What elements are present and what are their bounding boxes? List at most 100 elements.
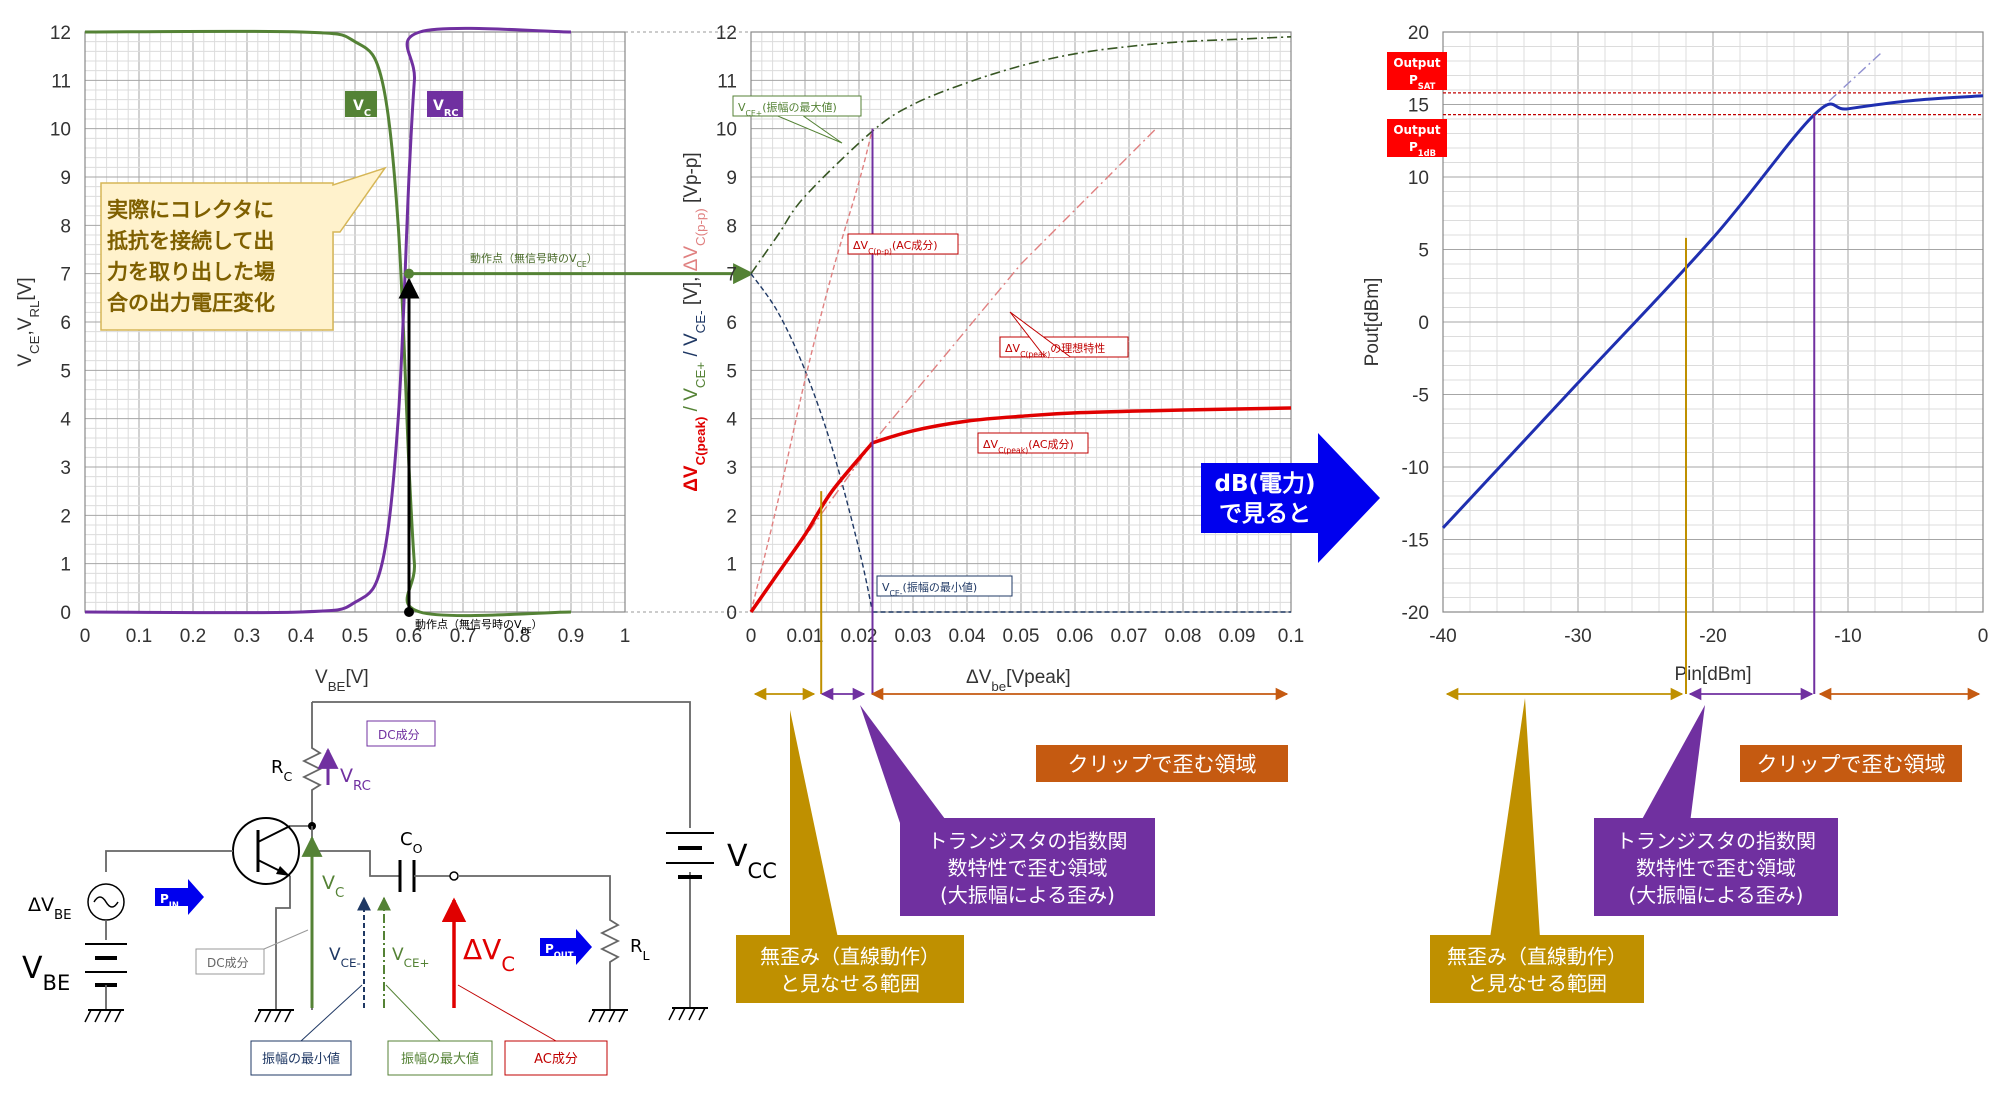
chart3-y-tick-label: -10 bbox=[1402, 458, 1429, 479]
arrow-label-line2: で見ると bbox=[1219, 501, 1311, 527]
chart1-y-tick-label: 6 bbox=[60, 313, 71, 334]
chart3-linear-label-text: と見なせる範囲 bbox=[1467, 972, 1607, 996]
chart1-frame bbox=[84, 31, 626, 613]
chart1-x-tick-label: 0 bbox=[80, 626, 91, 647]
chart3-hline-label-top-0: Output bbox=[1393, 56, 1441, 70]
chart3-x-tick-label: -40 bbox=[1429, 626, 1456, 647]
chart1-y-axis-label: VCE,VRL[V] bbox=[15, 277, 42, 366]
chart2-series-dvc-peak-a bbox=[749, 441, 874, 614]
chart2-exp-label-text: (大振幅による歪み) bbox=[940, 883, 1115, 907]
chart2-exp-pointer bbox=[860, 705, 948, 823]
chart2-series-dvc-peak-b bbox=[872, 406, 1292, 445]
chart2-x-tick-label: 0.06 bbox=[1057, 626, 1094, 647]
ground-2-hatch bbox=[588, 1009, 596, 1023]
chart3-hline-label-top-1: Output bbox=[1393, 123, 1441, 137]
label-dvc: ΔVC bbox=[463, 933, 515, 976]
chart2-x-tick-label: 0.09 bbox=[1219, 626, 1256, 647]
resistor-rl bbox=[599, 912, 621, 1010]
chart2-linear-label-box bbox=[736, 935, 964, 1003]
chart3-clip-label-text: クリップで歪む領域 bbox=[1757, 753, 1946, 777]
chart1-y-tick-label: 0 bbox=[60, 603, 71, 624]
tag-max-pointer bbox=[385, 984, 441, 1042]
chart2-clip-label-text: クリップで歪む領域 bbox=[1068, 753, 1257, 777]
chart2-y-tick-label: 10 bbox=[716, 120, 737, 141]
chart2-y-axis-label: ΔVC(peak) / VCE+ / VCE- [V], ΔVC(p-p) [V… bbox=[681, 152, 708, 491]
label-vbe: VBE bbox=[22, 951, 70, 995]
chart2-exp-label-box bbox=[900, 818, 1155, 916]
chart3-hline-label-box-1 bbox=[1387, 119, 1447, 157]
ground-1-hatch bbox=[254, 1009, 262, 1023]
label-vc: VC bbox=[322, 872, 344, 901]
chart1-legend-vc-label: VC bbox=[353, 98, 371, 119]
ground-0-hatch bbox=[84, 1009, 92, 1023]
ground-3-hatch bbox=[698, 1007, 706, 1021]
transistor-collector bbox=[257, 825, 291, 843]
chart2-label-dvc-ideal-text: ΔVC(peak)の理想特性 bbox=[1005, 341, 1105, 359]
ground-0-hatch bbox=[104, 1009, 112, 1023]
chart1-callout-box bbox=[100, 166, 387, 331]
chart1-x-tick-label: 0.3 bbox=[234, 626, 260, 647]
chart1-legend-vc-box bbox=[345, 91, 377, 117]
tag-min-pointer bbox=[300, 984, 363, 1042]
chart1-y-tick-label: 12 bbox=[50, 23, 71, 44]
chart2-x-tick-label: 0.1 bbox=[1278, 626, 1304, 647]
ground-2-hatch bbox=[618, 1009, 626, 1023]
chart3-exp-label-text: (大振幅による歪み) bbox=[1628, 883, 1803, 907]
chart2-linear-label-text: 無歪み（直線動作） bbox=[760, 945, 940, 969]
chart2-x-tick-label: 0.01 bbox=[787, 626, 824, 647]
chart2-label-vce-min-text: VCE-(振幅の最小値) bbox=[882, 580, 977, 598]
chart2-label-vce-min-box bbox=[876, 575, 1013, 597]
chart3-clip-label-box bbox=[1740, 745, 1962, 782]
chart2-series-dvc-pp bbox=[750, 128, 874, 613]
chart3-hline-label-bot-0: PSAT bbox=[1409, 73, 1436, 91]
chart1-x-tick-label: 0.5 bbox=[342, 626, 368, 647]
chart2-y-tick-label: 3 bbox=[726, 458, 737, 479]
chart2-y-tick-label: 0 bbox=[726, 603, 737, 624]
big-blue-arrow-body bbox=[1207, 467, 1318, 533]
chart3-exp-label-box bbox=[1594, 818, 1838, 916]
resistor-rc bbox=[301, 708, 323, 826]
chart3-y-axis-label: Pout[dBm] bbox=[1362, 278, 1383, 367]
chart1-y-tick-label: 10 bbox=[50, 120, 71, 141]
chart2-x-tick-label: 0.03 bbox=[895, 626, 932, 647]
chart3-x-tick-label: -10 bbox=[1834, 626, 1861, 647]
chart2-y-tick-label: 6 bbox=[726, 313, 737, 334]
chart1-y-tick-label: 11 bbox=[51, 71, 71, 92]
chart2-x-tick-label: 0.02 bbox=[841, 626, 878, 647]
chart1-callout-text: 実際にコレクタに bbox=[107, 198, 274, 222]
chart2-linear-label-text: と見なせる範囲 bbox=[780, 972, 920, 996]
tag-dc-vc-text: DC成分 bbox=[207, 956, 249, 970]
label-vrc: VRC bbox=[340, 765, 371, 794]
chart2-label-dvc-peak-text: ΔVC(peak)(AC成分) bbox=[983, 438, 1074, 455]
chart1-x-tick-label: 0.7 bbox=[450, 626, 476, 647]
pin-arrow bbox=[155, 879, 204, 915]
chart1-callout-text: 合の出力電圧変化 bbox=[107, 291, 275, 315]
ground-3-hatch bbox=[688, 1007, 696, 1021]
ground-2-hatch bbox=[598, 1009, 606, 1023]
chart2-label-vce-max-text: VCE+(振幅の最大値) bbox=[738, 100, 837, 118]
chart3-x-tick-label: -30 bbox=[1564, 626, 1591, 647]
chart1-y-tick-label: 3 bbox=[60, 458, 71, 479]
chart3-linear-pointer bbox=[1490, 698, 1540, 938]
chart1-legend-vrc-box bbox=[427, 91, 463, 117]
chart1-x-tick-label: 1 bbox=[620, 626, 631, 647]
chart2-label-dvc-peak-box bbox=[977, 432, 1089, 454]
label-rc: RC bbox=[271, 757, 293, 784]
label-vce-minus: VCE- bbox=[329, 945, 361, 970]
label-pout: POUT bbox=[545, 942, 574, 960]
label-vcc: VCC bbox=[727, 839, 777, 883]
chart2-linear-pointer bbox=[790, 710, 838, 938]
chart1-legend-vrc-label: VRC bbox=[433, 98, 459, 119]
chart2-exp-label-text: 数特性で歪む領域 bbox=[948, 856, 1108, 880]
chart3-x-tick-label: 0 bbox=[1978, 626, 1989, 647]
chart3-y-tick-label: 20 bbox=[1408, 23, 1429, 44]
chart3-x-axis-label: Pin[dBm] bbox=[1674, 664, 1751, 685]
chart2-clip-label-box bbox=[1036, 745, 1288, 782]
chart2-y-tick-label: 8 bbox=[726, 216, 737, 237]
transistor-emitter-arrow bbox=[276, 866, 290, 876]
chart1-x-tick-label: 0.8 bbox=[504, 626, 530, 647]
chart2-series-dvc-ideal bbox=[750, 128, 1157, 613]
tag-min-text: 振幅の最小値 bbox=[262, 1051, 340, 1067]
chart1-y-tick-label: 4 bbox=[60, 410, 71, 431]
